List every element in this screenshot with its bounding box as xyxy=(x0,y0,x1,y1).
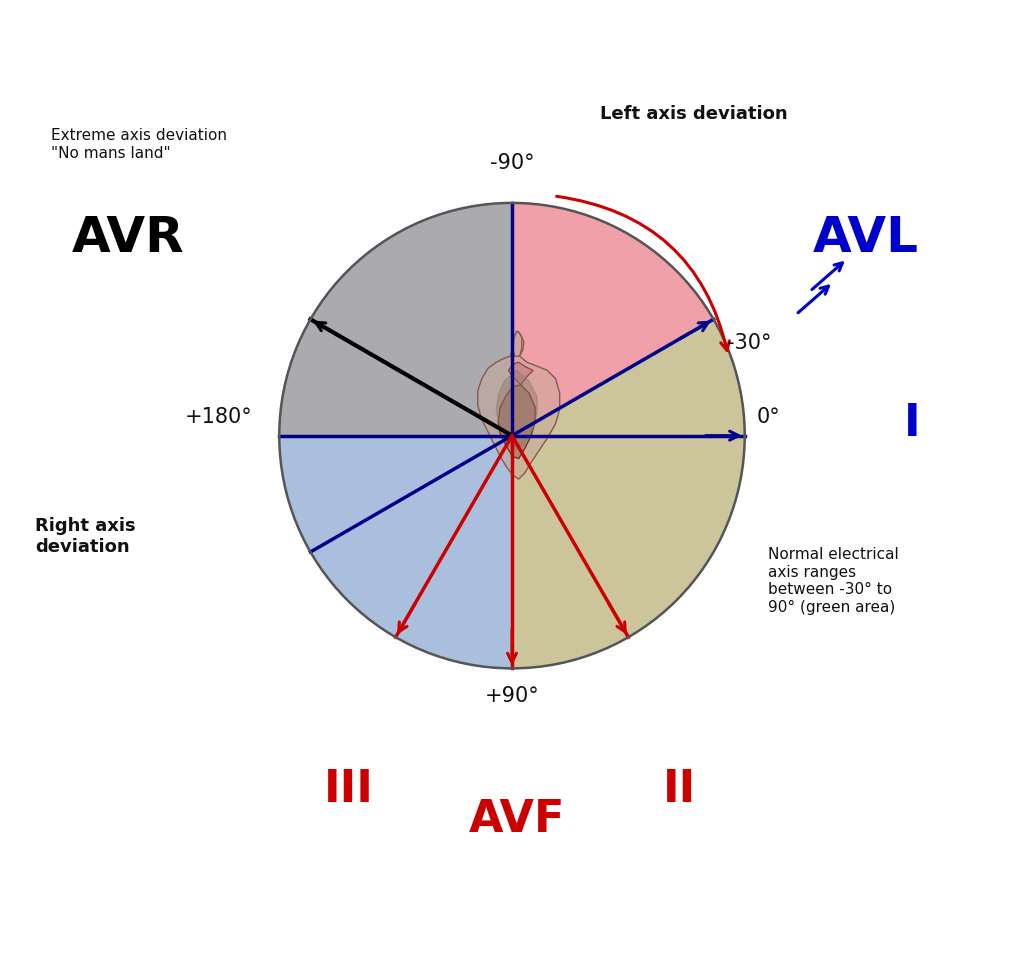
Text: I: I xyxy=(904,402,921,445)
Text: -90°: -90° xyxy=(489,153,535,174)
Text: III: III xyxy=(325,768,374,811)
Text: Extreme axis deviation
"No mans land": Extreme axis deviation "No mans land" xyxy=(51,129,227,161)
Text: AVR: AVR xyxy=(72,214,184,262)
Polygon shape xyxy=(478,332,560,479)
Wedge shape xyxy=(512,203,744,435)
Polygon shape xyxy=(497,371,538,450)
Polygon shape xyxy=(499,385,536,459)
Wedge shape xyxy=(280,435,512,669)
Wedge shape xyxy=(280,203,512,435)
Wedge shape xyxy=(512,319,744,435)
Polygon shape xyxy=(513,332,522,356)
Text: Left axis deviation: Left axis deviation xyxy=(600,105,788,124)
Text: -30°: -30° xyxy=(727,333,772,352)
Text: AVL: AVL xyxy=(813,214,919,262)
Text: +90°: +90° xyxy=(484,686,540,707)
Text: 0°: 0° xyxy=(756,407,780,427)
Wedge shape xyxy=(512,435,744,669)
Polygon shape xyxy=(509,362,534,385)
Text: II: II xyxy=(663,768,696,811)
Text: Right axis
deviation: Right axis deviation xyxy=(35,517,135,556)
Text: +180°: +180° xyxy=(185,407,253,427)
Text: AVF: AVF xyxy=(468,798,565,841)
Text: Normal electrical
axis ranges
between -30° to
90° (green area): Normal electrical axis ranges between -3… xyxy=(768,548,899,615)
